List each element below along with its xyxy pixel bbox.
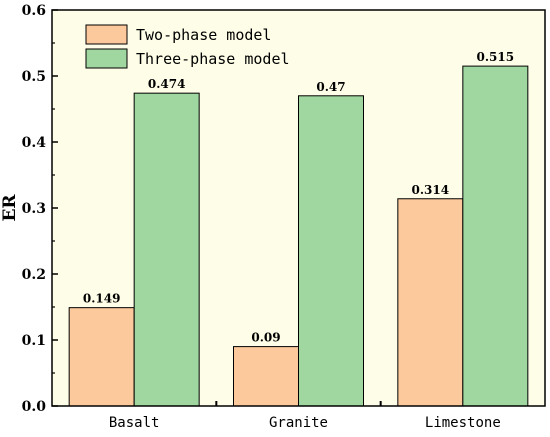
- y-tick-label-6: 0.6: [22, 3, 46, 19]
- y-tick-label-0: 0.0: [22, 399, 47, 415]
- x-tick-label-granite: Granite: [269, 415, 328, 431]
- legend-swatch-two-phase: [85, 24, 128, 45]
- x-tick-label-basalt: Basalt: [109, 415, 160, 431]
- x-axis: Basalt Granite Limestone: [109, 401, 501, 431]
- data-labels-group: 0.149 0.474 0.09 0.47 0.314 0.515: [83, 50, 514, 345]
- y-tick-label-1: 0.1: [22, 333, 46, 349]
- legend: Two-phase model Three-phase model: [85, 24, 290, 69]
- bar-three-phase-granite: [298, 95, 364, 407]
- data-label-two-phase-basalt: 0.149: [83, 292, 121, 306]
- legend-label-three-phase: Three-phase model: [136, 50, 290, 68]
- data-label-three-phase-basalt: 0.474: [148, 77, 186, 91]
- x-tick-label-limestone: Limestone: [425, 415, 501, 431]
- y-axis-title: ER: [0, 194, 20, 222]
- bar-two-phase-limestone: [397, 198, 464, 407]
- y-axis: 0.0 0.1 0.2 0.3 0.4 0.5 0.6: [22, 3, 58, 415]
- bar-three-phase-limestone: [462, 65, 529, 407]
- bars-group: [68, 65, 529, 407]
- y-tick-label-4: 0.4: [22, 135, 47, 151]
- bar-two-phase-granite: [233, 346, 299, 407]
- y-tick-label-5: 0.5: [22, 69, 46, 85]
- bar-two-phase-basalt: [68, 307, 135, 407]
- data-label-three-phase-limestone: 0.515: [477, 50, 515, 64]
- data-label-two-phase-limestone: 0.314: [412, 183, 450, 197]
- y-tick-label-2: 0.2: [22, 267, 46, 283]
- y-tick-label-3: 0.3: [22, 201, 46, 217]
- legend-label-two-phase: Two-phase model: [136, 26, 271, 44]
- data-label-three-phase-granite: 0.47: [316, 80, 345, 94]
- bar-three-phase-basalt: [133, 92, 200, 407]
- legend-swatch-three-phase: [85, 48, 128, 69]
- data-label-two-phase-granite: 0.09: [251, 331, 280, 345]
